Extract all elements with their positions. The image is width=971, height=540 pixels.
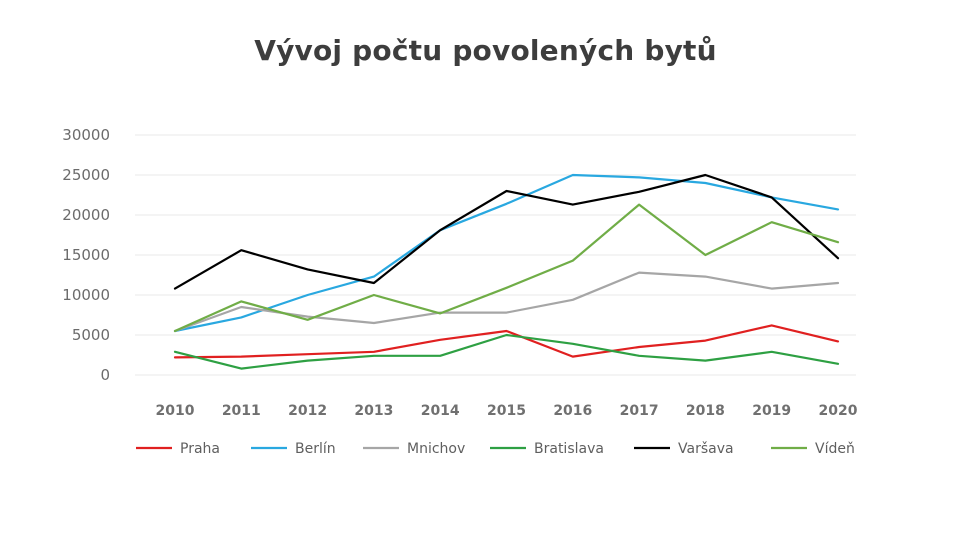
y-tick-label: 15000 <box>62 246 110 264</box>
x-tick-label: 2017 <box>620 403 659 419</box>
legend-item: Vídeň <box>771 441 855 457</box>
series-lines <box>173 173 840 370</box>
x-tick-label: 2019 <box>752 403 791 419</box>
legend-item: Varšava <box>634 441 734 457</box>
chart-title: Vývoj počtu povolených bytů <box>254 34 717 67</box>
x-tick-label: 2013 <box>354 403 393 419</box>
series-line-vídeň <box>173 203 840 333</box>
x-tick-label: 2010 <box>156 403 195 419</box>
legend-label: Mnichov <box>407 441 465 457</box>
series-line-mnichov <box>173 271 840 333</box>
series-line-varšava <box>173 173 840 290</box>
y-tick-label: 5000 <box>72 326 110 344</box>
legend-item: Praha <box>136 441 220 457</box>
x-tick-label: 2016 <box>553 403 592 419</box>
y-tick-label: 30000 <box>62 126 110 144</box>
legend-label: Vídeň <box>815 441 855 457</box>
legend-item: Bratislava <box>490 441 604 457</box>
legend-label: Berlín <box>295 441 336 457</box>
x-tick-label: 2015 <box>487 403 526 419</box>
y-tick-label: 25000 <box>62 166 110 184</box>
legend: Praha Berlín Mnichov Bratislava Varšava Vídeň <box>136 441 855 457</box>
y-tick-label: 20000 <box>62 206 110 224</box>
x-tick-label: 2018 <box>686 403 725 419</box>
y-tick-label: 0 <box>100 366 110 384</box>
legend-label: Praha <box>180 441 220 457</box>
series-line-praha <box>173 324 840 359</box>
series-line-bratislava <box>173 333 840 370</box>
legend-item: Berlín <box>251 441 336 457</box>
y-tick-label: 10000 <box>62 286 110 304</box>
x-tick-label: 2012 <box>288 403 327 419</box>
legend-label: Bratislava <box>534 441 604 457</box>
legend-label: Varšava <box>678 441 734 457</box>
y-axis-ticks: 0 5000 10000 15000 20000 25000 30000 <box>62 126 110 384</box>
x-tick-label: 2020 <box>819 403 858 419</box>
legend-item: Mnichov <box>363 441 465 457</box>
x-tick-label: 2014 <box>421 403 460 419</box>
series-line-berlín <box>173 173 840 333</box>
x-axis-ticks: 2010 2011 2012 2013 2014 2015 2016 2017 2018 2019… <box>156 403 858 419</box>
x-tick-label: 2011 <box>222 403 261 419</box>
